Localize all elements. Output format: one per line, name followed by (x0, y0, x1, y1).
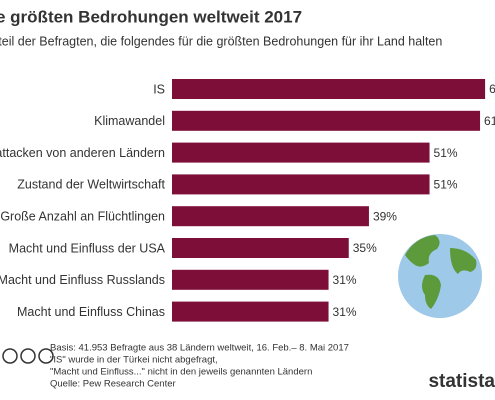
bar (172, 79, 486, 99)
value-label: 31% (333, 305, 357, 319)
note: Basis: 41.953 Befragte aus 38 Ländern we… (50, 343, 349, 354)
bar (172, 238, 349, 258)
bar (172, 269, 329, 290)
bar (172, 142, 430, 163)
category-label: Zustand der Weltwirtschaft (17, 178, 165, 192)
bar (172, 110, 481, 131)
category-label: IS (153, 82, 165, 96)
category-label: Große Anzahl an Flüchtlingen (0, 209, 165, 223)
bar (172, 174, 430, 195)
value-label: 61% (484, 114, 495, 128)
value-label: 35% (353, 241, 377, 255)
chart-subtitle: Anteil der Befragten, die folgendes für … (0, 34, 442, 48)
category-label: Macht und Einfluss Chinas (17, 305, 165, 319)
bar (172, 206, 369, 227)
value-label: 51% (434, 146, 458, 160)
note: "IS" wurde in der Türkei nicht abgefragt… (50, 355, 218, 366)
note: Quelle: Pew Research Center (50, 379, 176, 390)
brand-logo: statista (428, 371, 495, 392)
value-label: 51% (434, 178, 458, 192)
category-label: Klimawandel (94, 114, 165, 128)
globe (398, 234, 482, 318)
value-label: 62% (489, 82, 495, 96)
category-label: Macht und Einfluss der USA (9, 241, 166, 255)
license-icons (2, 348, 54, 364)
note: "Macht und Einfluss..." nicht in den jew… (50, 367, 312, 378)
value-label: 31% (333, 273, 357, 287)
category-label: Macht und Einfluss Russlands (0, 273, 165, 287)
bar (172, 301, 329, 322)
category-label: Cyberattacken von anderen Ländern (0, 146, 165, 160)
chart-title: Die größten Bedrohungen weltweit 2017 (0, 7, 302, 26)
value-label: 39% (373, 209, 397, 223)
